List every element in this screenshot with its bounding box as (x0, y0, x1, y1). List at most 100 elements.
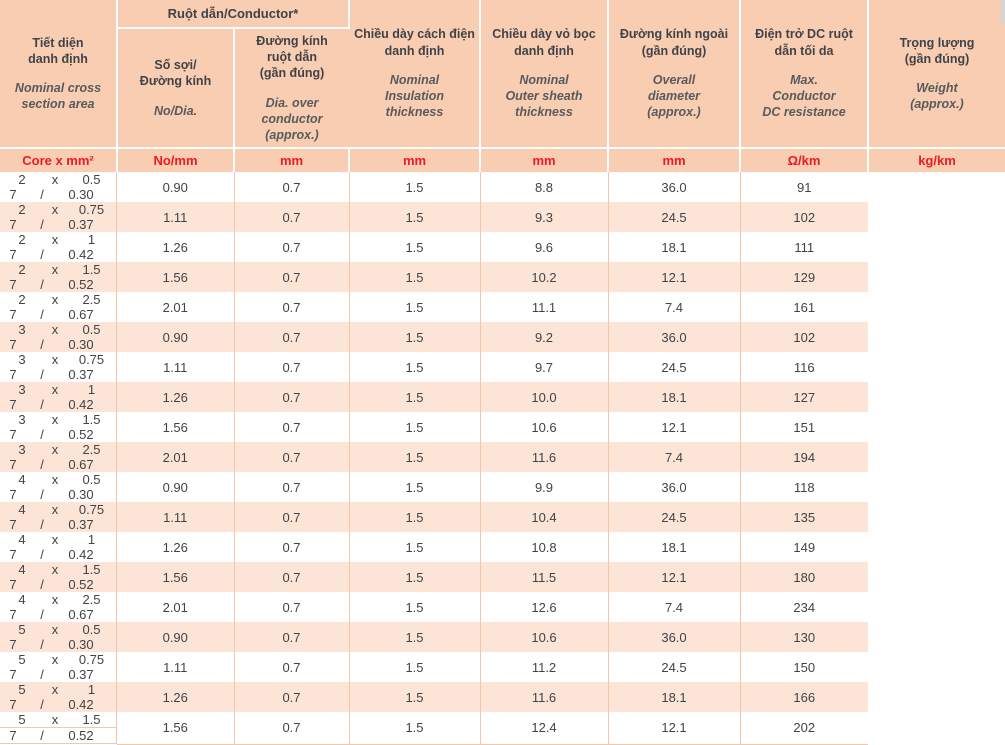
cell-cross-section: 2 x 1 (0, 232, 117, 247)
strand-count: 7 (9, 637, 17, 652)
cell-overall-dia: 9.3 (480, 202, 609, 232)
col-header-sheath: Chiều dày vỏ bọc danh định Nominal Outer… (480, 0, 609, 149)
cell-no-dia: 7 / 0.67 (0, 457, 117, 472)
strand-count: 7 (9, 217, 17, 232)
size-mm2: 1.5 (82, 412, 101, 427)
multiply-sign: x (51, 622, 59, 637)
cell-overall-dia: 9.9 (480, 472, 609, 502)
strand-count: 7 (9, 457, 17, 472)
cell-conductor-dia: 2.01 (117, 592, 235, 622)
core-count: 2 (18, 202, 26, 217)
cell-conductor-dia: 1.26 (117, 532, 235, 562)
size-mm2: 2.5 (82, 592, 101, 607)
slash-sign: / (40, 307, 44, 322)
cell-overall-dia: 10.0 (480, 382, 609, 412)
cell-insulation: 0.7 (234, 652, 350, 682)
size-mm2: 1 (87, 682, 96, 697)
strand-dia: 0.30 (68, 637, 94, 652)
cell-weight: 202 (740, 712, 868, 745)
strand-dia: 0.67 (68, 457, 94, 472)
cell-no-dia: 7 / 0.30 (0, 637, 117, 652)
core-count: 4 (18, 562, 26, 577)
multiply-sign: x (51, 532, 59, 547)
col-header-dc-resistance: Điện trở DC ruột dẫn tối da Max. Conduct… (740, 0, 869, 149)
cell-dc-resistance: 18.1 (608, 382, 741, 412)
multiply-sign: x (51, 712, 59, 727)
cell-dc-resistance: 36.0 (608, 622, 741, 652)
cell-no-dia: 7 / 0.37 (0, 217, 117, 232)
multiply-sign: x (51, 562, 59, 577)
cell-cross-section: 3 x 0.5 (0, 322, 117, 337)
col-header-weight: Trọng lượng (gần đúng) Weight (approx.) (868, 0, 1005, 149)
header-en-dc-resistance: Max. Conductor DC resistance (762, 72, 846, 120)
table-row: 3 x 2.5 7 / 0.67 2.01 0.7 1.5 11.6 7.4 194 (0, 442, 1005, 472)
multiply-sign: x (51, 442, 59, 457)
unit-sheath: mm (480, 148, 609, 172)
cell-weight: 102 (740, 202, 868, 232)
cell-cross-section: 4 x 0.75 (0, 502, 117, 517)
cell-overall-dia: 12.6 (480, 592, 609, 622)
cell-dc-resistance: 7.4 (608, 442, 741, 472)
cell-cross-section: 3 x 1 (0, 382, 117, 397)
cell-cross-section: 3 x 0.75 (0, 352, 117, 367)
cell-dc-resistance: 12.1 (608, 712, 741, 745)
strand-count: 7 (9, 487, 17, 502)
slash-sign: / (40, 337, 44, 352)
cell-insulation: 0.7 (234, 352, 350, 382)
table-row: 5 x 0.75 7 / 0.37 1.11 0.7 1.5 11.2 24.5 150 (0, 652, 1005, 682)
table-row: 5 x 0.5 7 / 0.30 0.90 0.7 1.5 10.6 36.0 130 (0, 622, 1005, 652)
cell-conductor-dia: 1.11 (117, 352, 235, 382)
cell-sheath: 1.5 (349, 622, 481, 652)
multiply-sign: x (51, 592, 59, 607)
cell-overall-dia: 10.4 (480, 502, 609, 532)
slash-sign: / (40, 397, 44, 412)
strand-dia: 0.52 (68, 427, 94, 442)
cell-dc-resistance: 24.5 (608, 652, 741, 682)
cell-weight: 111 (740, 232, 868, 262)
multiply-sign: x (51, 682, 59, 697)
table-row: 4 x 1.5 7/0.52 1.56 0.7 1.5 11.5 12.1 180 (0, 562, 1005, 592)
cell-overall-dia: 10.8 (480, 532, 609, 562)
strand-dia: 0.30 (68, 337, 94, 352)
cell-dc-resistance: 24.5 (608, 202, 741, 232)
core-count: 5 (18, 682, 26, 697)
strand-count: 7 (9, 697, 17, 712)
slash-sign: / (40, 187, 44, 202)
cell-cross-section: 2 x 1.5 (0, 262, 117, 277)
cell-insulation: 0.7 (234, 592, 350, 622)
cell-conductor-dia: 0.90 (117, 622, 235, 652)
strand-count: 7 (9, 577, 17, 592)
cell-sheath: 1.5 (349, 562, 481, 592)
strand-dia: 0.67 (68, 607, 94, 622)
cell-weight: 166 (740, 682, 868, 712)
size-mm2: 1.5 (82, 712, 101, 727)
slash-sign: / (40, 667, 44, 682)
cell-conductor-dia: 0.90 (117, 472, 235, 502)
multiply-sign: x (51, 652, 59, 667)
slash-sign: / (40, 457, 44, 472)
cell-insulation: 0.7 (234, 412, 350, 442)
cell-overall-dia: 9.6 (480, 232, 609, 262)
size-mm2: 2.5 (82, 442, 101, 457)
cell-overall-dia: 9.7 (480, 352, 609, 382)
cell-overall-dia: 8.8 (480, 172, 609, 202)
cell-sheath: 1.5 (349, 232, 481, 262)
unit-conductor-dia: mm (234, 148, 350, 172)
size-mm2: 2.5 (82, 292, 101, 307)
cell-overall-dia: 10.6 (480, 412, 609, 442)
multiply-sign: x (51, 412, 59, 427)
cell-sheath: 1.5 (349, 202, 481, 232)
cell-insulation: 0.7 (234, 322, 350, 352)
cell-conductor-dia: 1.26 (117, 232, 235, 262)
header-en-no-dia: No/Dia. (153, 103, 198, 118)
cell-cross-section: 4 x 2.5 (0, 592, 117, 607)
multiply-sign: x (51, 502, 59, 517)
table-row: 2 x 0.5 7 / 0.30 0.90 0.7 1.5 8.8 36.0 91 (0, 172, 1005, 202)
core-count: 2 (18, 232, 26, 247)
strand-dia: 0.67 (68, 307, 94, 322)
cell-weight: 161 (740, 292, 868, 322)
slash-sign: / (40, 517, 44, 532)
cell-insulation: 0.7 (234, 682, 350, 712)
size-mm2: 1 (87, 532, 96, 547)
